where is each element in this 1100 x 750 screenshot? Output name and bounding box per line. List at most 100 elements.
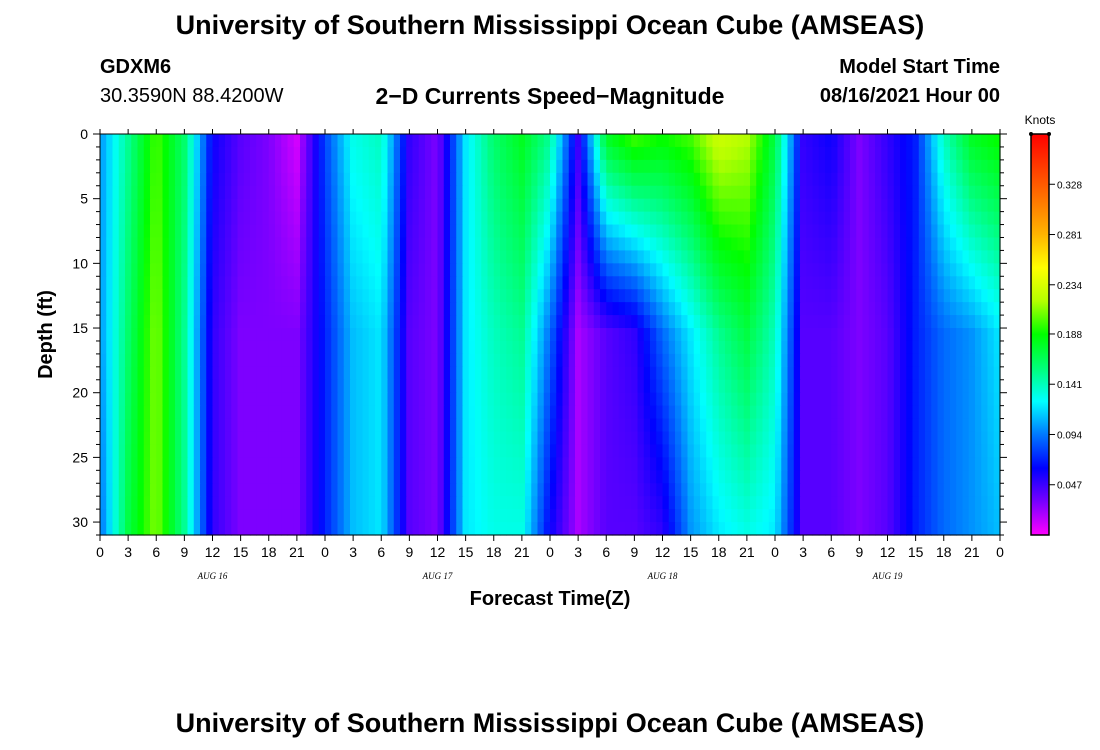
- heatmap-cell: [956, 250, 964, 264]
- heatmap-cell: [606, 366, 614, 381]
- heatmap-cell: [262, 146, 270, 161]
- heatmap-cell: [475, 457, 482, 471]
- heatmap-cell: [881, 276, 889, 290]
- heatmap-cell: [531, 237, 539, 252]
- heatmap-cell: [750, 134, 757, 148]
- heatmap-cell: [668, 289, 676, 303]
- heatmap-cell: [712, 418, 720, 433]
- heatmap-cell: [287, 146, 295, 161]
- heatmap-cell: [437, 405, 445, 420]
- heatmap-cell: [893, 302, 901, 316]
- heatmap-cell: [975, 289, 982, 303]
- heatmap-cell: [106, 185, 114, 200]
- heatmap-cell: [931, 289, 939, 303]
- heatmap-cell: [212, 470, 220, 484]
- heatmap-cell: [156, 159, 164, 174]
- heatmap-cell: [862, 431, 870, 446]
- heatmap-cell: [750, 470, 757, 484]
- heatmap-cell: [212, 315, 220, 329]
- heatmap-cell: [706, 496, 714, 510]
- heatmap-cell: [487, 224, 495, 239]
- heatmap-cell: [731, 496, 739, 510]
- heatmap-cell: [387, 418, 395, 433]
- heatmap-cell: [925, 185, 932, 200]
- heatmap-cell: [212, 457, 220, 471]
- heatmap-cell: [987, 159, 995, 174]
- heatmap-cell: [218, 134, 226, 148]
- heatmap-cell: [825, 172, 832, 187]
- heatmap-cell: [431, 340, 439, 355]
- heatmap-cell: [937, 340, 945, 355]
- heatmap-cell: [343, 198, 351, 213]
- heatmap-cell: [862, 250, 870, 264]
- heatmap-cell: [556, 315, 564, 329]
- heatmap-cell: [731, 211, 739, 226]
- heatmap-cell: [706, 483, 714, 497]
- heatmap-cell: [700, 172, 707, 187]
- heatmap-cell: [131, 237, 139, 252]
- heatmap-cell: [725, 315, 732, 329]
- heatmap-cell: [537, 509, 545, 523]
- heatmap-cell: [587, 392, 595, 407]
- heatmap-cell: [962, 328, 970, 342]
- heatmap-cell: [581, 418, 589, 433]
- heatmap-cell: [956, 522, 964, 536]
- heatmap-cell: [256, 250, 264, 264]
- heatmap-cell: [737, 237, 745, 252]
- heatmap-cell: [137, 315, 145, 329]
- heatmap-cell: [981, 379, 989, 394]
- heatmap-cell: [881, 444, 889, 458]
- heatmap-cell: [950, 159, 957, 174]
- heatmap-cell: [375, 353, 382, 368]
- heatmap-cell: [625, 237, 632, 252]
- heatmap-cell: [356, 522, 364, 536]
- heatmap-cell: [587, 134, 595, 148]
- heatmap-cell: [412, 483, 420, 497]
- heatmap-cell: [206, 496, 214, 510]
- heatmap-cell: [687, 522, 695, 536]
- heatmap-cell: [493, 134, 501, 148]
- heatmap-cell: [881, 431, 889, 446]
- heatmap-cell: [100, 392, 107, 407]
- heatmap-cell: [825, 159, 832, 174]
- heatmap-cell: [362, 379, 370, 394]
- heatmap-cell: [218, 340, 226, 355]
- heatmap-cell: [337, 302, 345, 316]
- heatmap-cell: [475, 509, 482, 523]
- heatmap-cell: [768, 366, 776, 381]
- heatmap-cell: [831, 198, 839, 213]
- heatmap-cell: [787, 276, 795, 290]
- heatmap-cell: [775, 470, 782, 484]
- heatmap-cell: [368, 366, 376, 381]
- heatmap-cell: [218, 379, 226, 394]
- heatmap-cell: [218, 366, 226, 381]
- heatmap-cell: [443, 224, 451, 239]
- heatmap-cell: [237, 172, 245, 187]
- heatmap-cell: [993, 392, 1001, 407]
- heatmap-cell: [243, 418, 251, 433]
- heatmap-cell: [837, 211, 845, 226]
- heatmap-cell: [500, 211, 507, 226]
- heatmap-cell: [481, 353, 489, 368]
- heatmap-cell: [550, 250, 557, 264]
- heatmap-cell: [818, 302, 826, 316]
- heatmap-cell: [106, 198, 114, 213]
- heatmap-cell: [687, 237, 695, 252]
- heatmap-cell: [162, 159, 170, 174]
- heatmap-cell: [368, 185, 376, 200]
- heatmap-cell: [568, 353, 576, 368]
- heatmap-cell: [137, 185, 145, 200]
- heatmap-cell: [225, 146, 232, 161]
- heatmap-cell: [950, 418, 957, 433]
- heatmap-cell: [193, 276, 201, 290]
- heatmap-cell: [506, 379, 514, 394]
- heatmap-cell: [425, 457, 432, 471]
- heatmap-cell: [225, 392, 232, 407]
- heatmap-cell: [381, 276, 389, 290]
- heatmap-cell: [850, 457, 857, 471]
- heatmap-cell: [587, 496, 595, 510]
- heatmap-cell: [218, 392, 226, 407]
- heatmap-cell: [437, 237, 445, 252]
- heatmap-cell: [481, 418, 489, 433]
- heatmap-cell: [681, 211, 689, 226]
